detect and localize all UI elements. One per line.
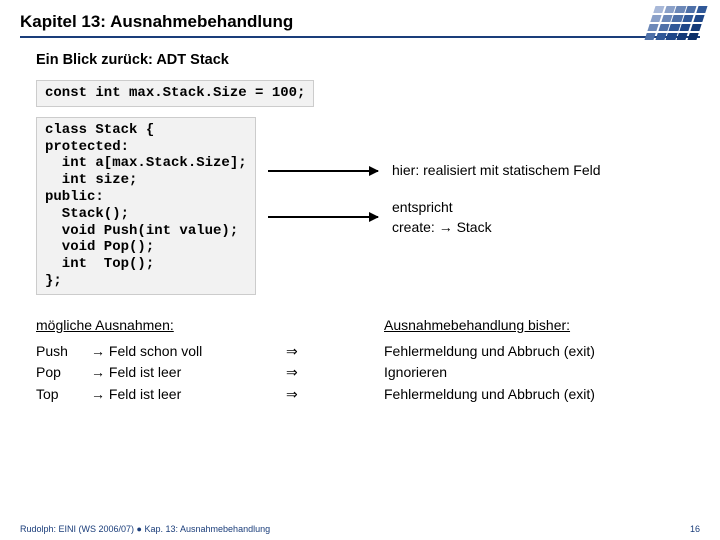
handling-heading: Ausnahmebehandlung bisher: [384, 317, 700, 333]
corner-logo [650, 6, 708, 44]
slide-footer: Rudolph: EINI (WS 2006/07) ● Kap. 13: Au… [20, 524, 700, 534]
cond-cell: → Feld schon voll [91, 341, 286, 363]
imp-cell: ⇒ [286, 341, 326, 363]
arrow-to-annot2 [268, 216, 378, 218]
op-cell: Top [36, 384, 91, 406]
annot2-l1: entspricht [392, 199, 453, 215]
handling-cell: Fehlermeldung und Abbruch (exit) [384, 384, 700, 406]
arrow-to-annot1 [268, 170, 378, 172]
imp-cell: ⇒ [286, 384, 326, 406]
handling-cell: Ignorieren [384, 362, 700, 384]
cond-cell: → Feld ist leer [91, 362, 286, 384]
table-row: Top → Feld ist leer ⇒ [36, 384, 326, 406]
op-cell: Pop [36, 362, 91, 384]
cond-cell: → Feld ist leer [91, 384, 286, 406]
possible-exceptions-heading: mögliche Ausnahmen: [36, 317, 326, 333]
exceptions-section: mögliche Ausnahmen: Push → Feld schon vo… [36, 317, 700, 406]
exceptions-table-right: Fehlermeldung und Abbruch (exit) Ignorie… [384, 341, 700, 406]
annot2-l2: create: → Stack [392, 219, 492, 235]
chapter-title: Kapitel 13: Ausnahmebehandlung [20, 12, 700, 38]
handling-cell: Fehlermeldung und Abbruch (exit) [384, 341, 700, 363]
annotation-field: hier: realisiert mit statischem Feld [392, 161, 601, 181]
op-cell: Push [36, 341, 91, 363]
slide-subtitle: Ein Blick zurück: ADT Stack [0, 42, 720, 68]
imp-cell: ⇒ [286, 362, 326, 384]
code-block-class: class Stack { protected: int a[max.Stack… [36, 117, 256, 295]
page-number: 16 [690, 524, 700, 534]
table-row: Push → Feld schon voll ⇒ [36, 341, 326, 363]
table-row: Pop → Feld ist leer ⇒ [36, 362, 326, 384]
exceptions-table-left: Push → Feld schon voll ⇒ Pop → Feld ist … [36, 341, 326, 406]
annotation-constructor: entspricht create: → Stack [392, 198, 492, 237]
footer-text: Rudolph: EINI (WS 2006/07) ● Kap. 13: Au… [20, 524, 270, 534]
code-block-const: const int max.Stack.Size = 100; [36, 80, 314, 107]
